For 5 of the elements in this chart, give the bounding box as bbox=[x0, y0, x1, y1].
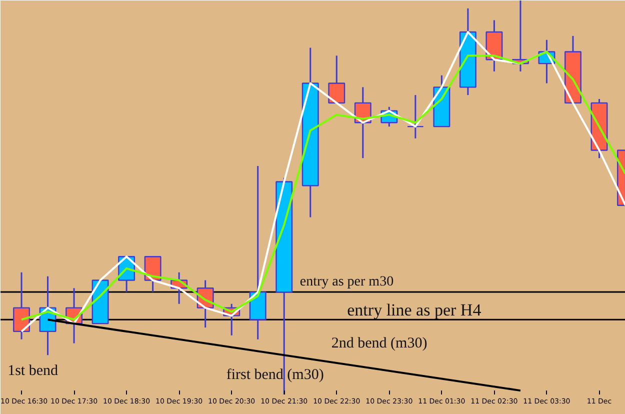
annotation: first bend (m30) bbox=[226, 366, 324, 383]
ref-line-label: entry as per m30 bbox=[300, 274, 394, 290]
annotation: 2nd bend (m30) bbox=[331, 335, 428, 352]
ref-line-label: entry line as per H4 bbox=[347, 300, 482, 320]
annotation: 1st bend bbox=[8, 362, 59, 379]
